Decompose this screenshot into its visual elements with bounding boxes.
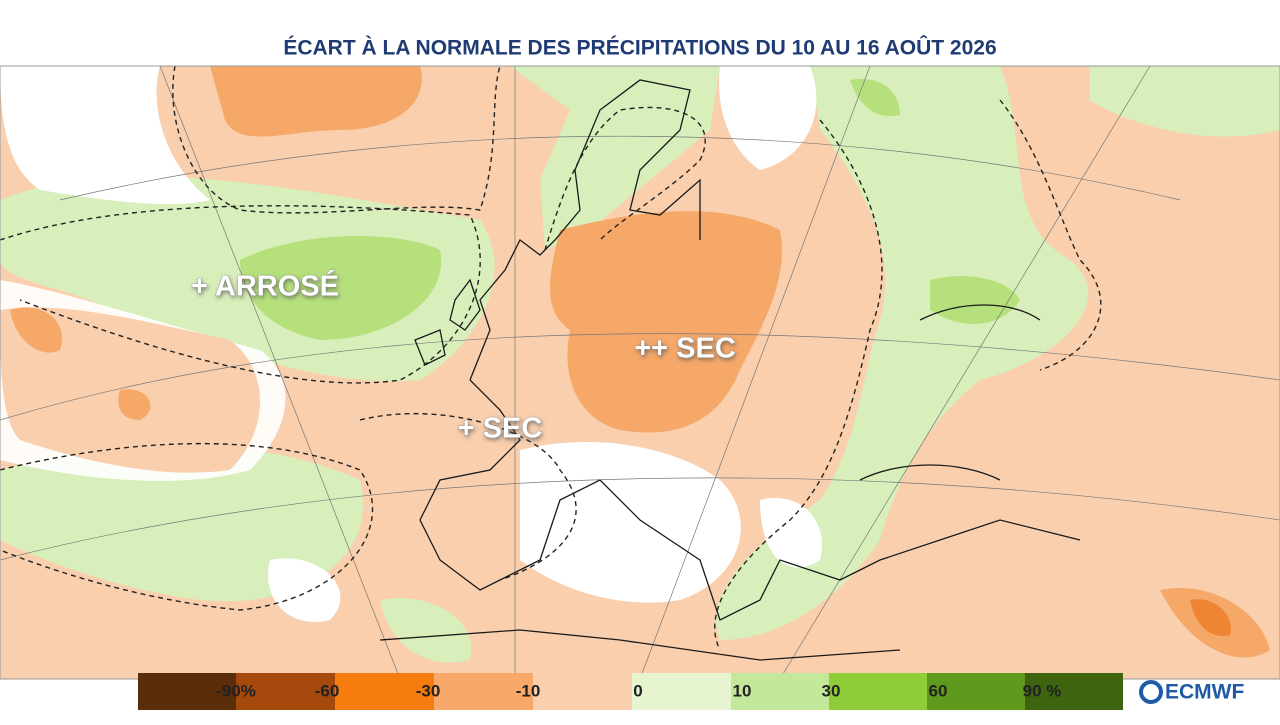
legend-label: 0	[633, 681, 642, 700]
dry-areas	[10, 66, 1270, 658]
annotation: ++ SEC	[634, 333, 736, 365]
logo: ECMWF	[1139, 680, 1244, 704]
logo-icon	[1139, 680, 1163, 704]
zero-contours	[0, 66, 1102, 651]
graticule	[0, 66, 1280, 679]
legend-swatch	[335, 673, 434, 710]
annotation: + ARROSÉ	[191, 269, 339, 303]
legend-swatch	[829, 673, 927, 710]
coastlines	[379, 79, 1081, 661]
legend-label: -90%	[216, 681, 256, 700]
legend-swatch	[731, 673, 829, 710]
legend-label: 10	[733, 681, 752, 700]
legend-label: 60	[929, 681, 948, 700]
legend-swatch	[138, 673, 236, 710]
legend-label: 30	[822, 681, 841, 700]
legend-swatch	[632, 673, 731, 710]
very-dry-area	[1190, 599, 1231, 636]
map-title: ÉCART À LA NORMALE DES PRÉCIPITATIONS DU…	[283, 36, 996, 60]
color-legend: -90% -60 -30 -10 0 10 30 60 90 %	[138, 673, 1123, 710]
legend-label: 90 %	[1023, 681, 1062, 700]
legend-swatch	[1025, 673, 1123, 710]
legend-swatch	[533, 673, 632, 710]
legend-label: -30	[416, 681, 441, 700]
legend-swatch	[434, 673, 533, 710]
annotation: + SEC	[458, 413, 543, 445]
logo-text: ECMWF	[1165, 681, 1244, 704]
map	[0, 66, 1280, 679]
legend-label: -10	[516, 681, 541, 700]
legend-label: -60	[315, 681, 340, 700]
legend-swatch	[236, 673, 335, 710]
legend-swatch	[927, 673, 1025, 710]
